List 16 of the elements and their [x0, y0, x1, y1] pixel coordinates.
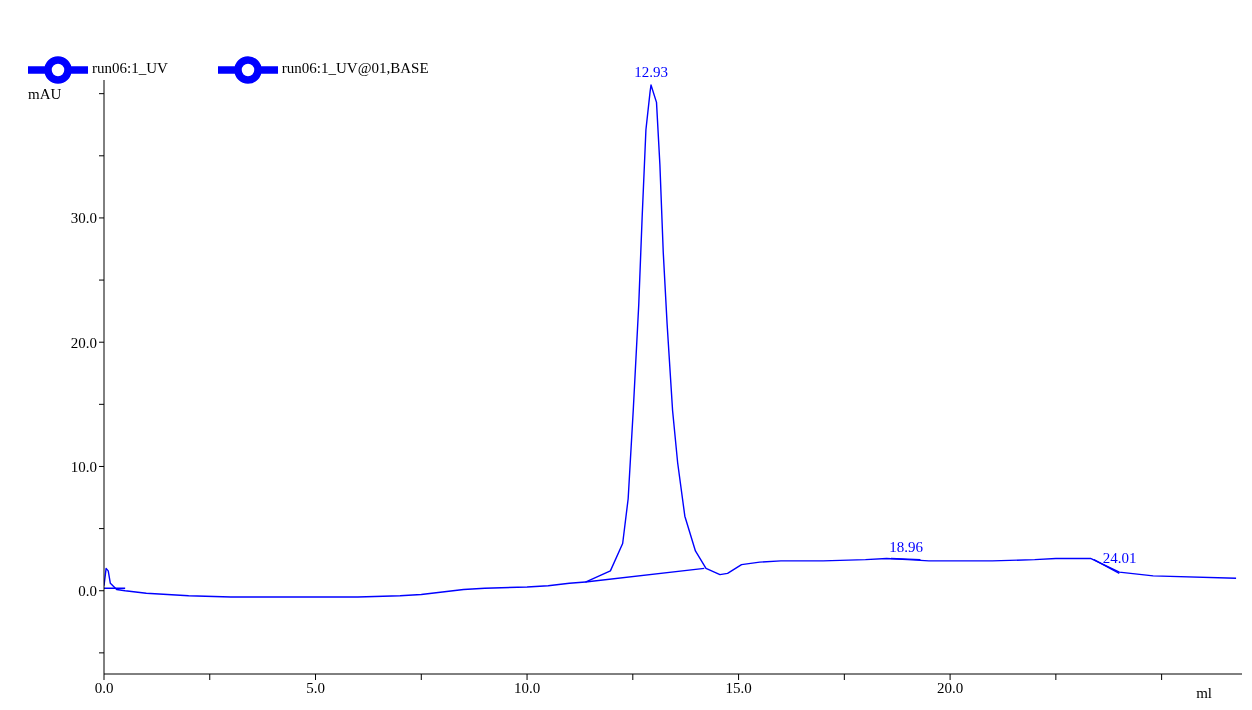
legend-label: run06:1_UV@01,BASE — [281, 60, 429, 77]
legend-label: run06:1_UV — [92, 60, 168, 77]
x-tick-label: 20.0 — [936, 679, 964, 696]
y-tick-label: 20.0 — [70, 334, 97, 351]
x-tick-label: 5.0 — [306, 679, 325, 696]
x-axis-title: ml — [1196, 685, 1212, 701]
y-tick-label: 30.0 — [70, 210, 97, 227]
x-tick-label: 10.0 — [513, 679, 541, 696]
annotation: 18.96 — [889, 538, 924, 555]
x-tick-label: 15.0 — [725, 679, 752, 696]
annotation: 12.93 — [634, 63, 668, 80]
y-tick-label: 10.0 — [70, 458, 97, 475]
x-tick-label: 0.0 — [94, 679, 114, 696]
y-tick-label: 0.0 — [78, 583, 97, 600]
annotation: 24.01 — [1102, 549, 1137, 566]
y-axis-title: mAU — [28, 85, 62, 102]
